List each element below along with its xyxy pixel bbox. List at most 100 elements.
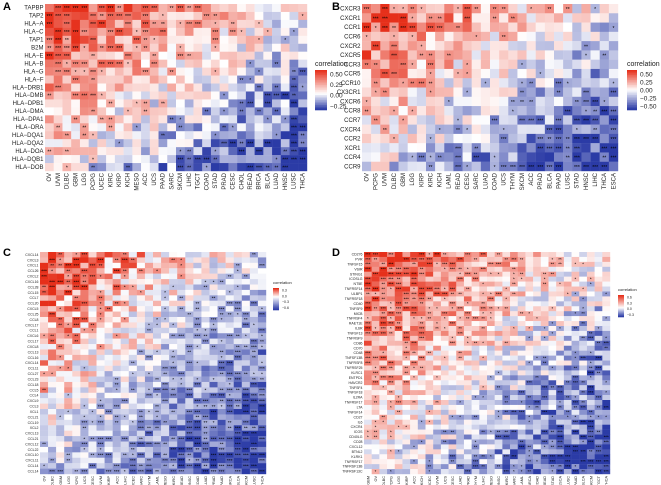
heatmap-cell: [245, 163, 255, 172]
heatmap-cell: [114, 19, 124, 29]
heatmap-cell: [494, 414, 503, 420]
heatmap-cell: [517, 261, 526, 267]
heatmap-cell: [517, 311, 526, 317]
heatmap-cell: [56, 436, 65, 442]
significance-mark: **: [74, 306, 78, 312]
heatmap-cell: [487, 316, 495, 322]
significance-mark: *: [132, 371, 134, 377]
heatmap-cell: [586, 276, 595, 282]
heatmap-cell: [228, 67, 238, 76]
heatmap-cell: [136, 409, 146, 415]
heatmap-cell: [153, 289, 162, 296]
heatmap-cell: [241, 306, 251, 312]
heatmap-cell: [394, 301, 403, 307]
heatmap-cell: [426, 59, 436, 70]
heatmap-cell: [185, 327, 194, 334]
heatmap-cell: [40, 409, 49, 415]
significance-mark: ***: [99, 6, 105, 12]
heatmap-cell: [161, 376, 170, 383]
significance-mark: ***: [580, 355, 585, 360]
heatmap-cell: [608, 4, 619, 14]
significance-mark: *: [521, 277, 523, 282]
heatmap-cell: [533, 414, 542, 420]
significance-mark: *: [83, 415, 85, 421]
heatmap-cell: [448, 345, 457, 351]
heatmap-cell: [579, 385, 588, 391]
significance-mark: **: [212, 296, 216, 302]
significance-mark: **: [574, 365, 578, 370]
heatmap-cell: [64, 344, 73, 350]
significance-mark: *: [275, 133, 277, 139]
heatmap-cell: [599, 68, 610, 79]
heatmap-cell: [487, 340, 495, 346]
heatmap-cell: [535, 31, 546, 42]
heatmap-cell: [548, 286, 557, 292]
heatmap-cell: [120, 360, 129, 366]
heatmap-cell: [40, 252, 49, 258]
significance-mark: **: [123, 252, 127, 258]
heatmap-cell: [48, 387, 57, 393]
heatmap-cell: [590, 78, 600, 88]
heatmap-cell: [184, 51, 194, 60]
heatmap-cell: [132, 35, 142, 44]
heatmap-cell: [389, 124, 399, 135]
heatmap-cell: [417, 385, 426, 391]
heatmap-cell: [425, 395, 434, 401]
heatmap-cell: [169, 392, 178, 399]
heatmap-cell: [241, 349, 251, 356]
significance-mark: **: [195, 415, 199, 421]
heatmap-cell: [96, 252, 105, 258]
heatmap-cell: [136, 446, 146, 453]
column-label: LGG: [410, 173, 416, 186]
heatmap-cell: [45, 19, 54, 29]
heatmap-cell: [440, 252, 449, 258]
heatmap-cell: [435, 161, 445, 172]
significance-mark: ***: [611, 156, 617, 162]
significance-mark: *: [528, 326, 530, 331]
heatmap-cell: [141, 99, 150, 108]
heatmap-cell: [144, 414, 154, 421]
heatmap-cell: [394, 252, 403, 258]
heatmap-cell: [410, 301, 419, 307]
heatmap-cell: [571, 424, 580, 430]
heatmap-cell: [479, 291, 488, 297]
heatmap-cell: [144, 284, 154, 291]
heatmap-cell: [161, 268, 170, 274]
heatmap-cell: [193, 35, 203, 44]
heatmap-cell: [233, 295, 242, 301]
column-label: READ: [180, 476, 184, 485]
heatmap-cell: [463, 266, 472, 272]
significance-mark: *: [367, 429, 369, 434]
significance-mark: ***: [211, 409, 217, 415]
significance-mark: *: [428, 252, 430, 257]
row-label: CCL1: [30, 329, 39, 333]
legend-swatch: [273, 290, 279, 292]
significance-mark: **: [195, 317, 199, 323]
heatmap-cell: [517, 404, 526, 411]
heatmap-cell: [45, 51, 54, 60]
heatmap-cell: [80, 333, 89, 339]
heatmap-cell: [433, 261, 442, 267]
legend-swatch: [273, 303, 279, 305]
significance-mark: ***: [211, 453, 217, 459]
heatmap-cell: [548, 400, 557, 406]
heatmap-cell: [563, 291, 572, 297]
heatmap-cell: [161, 387, 170, 393]
heatmap-cell: [176, 147, 185, 156]
heatmap-cell: [228, 139, 238, 148]
significance-mark: ***: [243, 463, 249, 469]
heatmap-cell: [158, 51, 168, 60]
significance-mark: **: [47, 46, 51, 52]
significance-mark: **: [178, 125, 182, 131]
significance-mark: ***: [211, 328, 217, 334]
significance-mark: **: [551, 262, 555, 267]
heatmap-cell: [494, 419, 503, 425]
heatmap-cell: [136, 436, 146, 442]
heatmap-cell: [425, 261, 434, 267]
heatmap-cell: [72, 284, 81, 291]
heatmap-cell: [416, 87, 427, 97]
heatmap-cell: [263, 139, 273, 148]
heatmap-cell: [379, 261, 388, 267]
heatmap-cell: [106, 19, 116, 29]
heatmap-cell: [136, 441, 146, 448]
